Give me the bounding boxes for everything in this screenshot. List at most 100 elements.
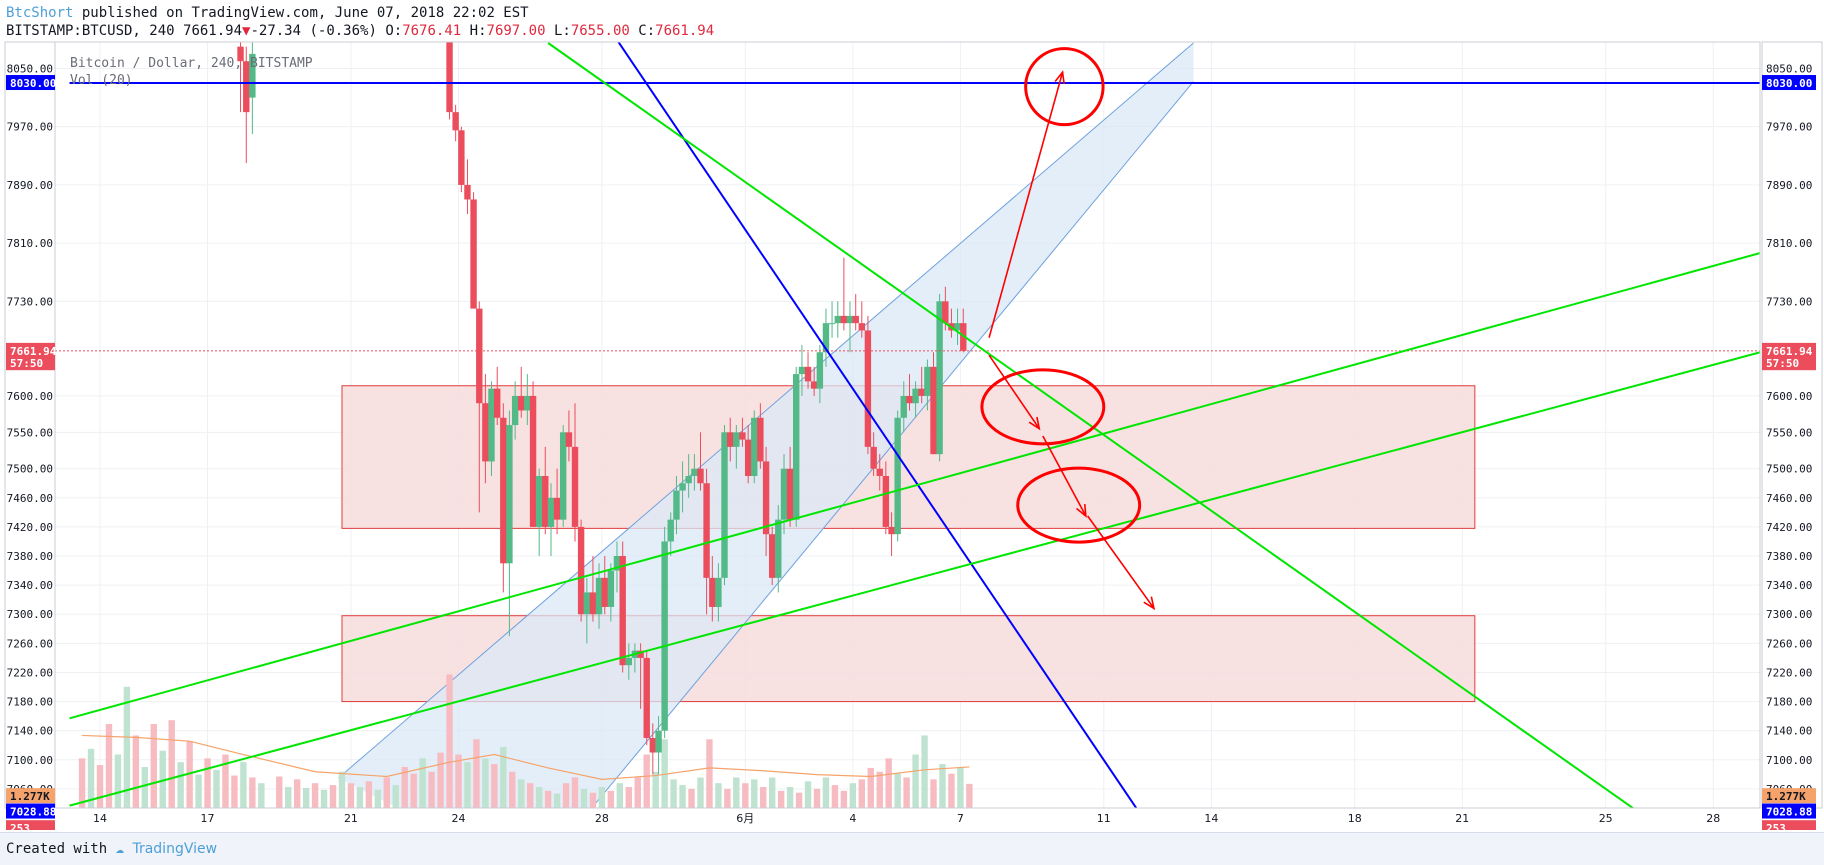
candle-body	[864, 330, 872, 447]
volume-bar	[293, 779, 301, 808]
y-tick-label-left: 7220.00	[7, 666, 53, 679]
green-uptrend-1[interactable]	[69, 237, 1818, 720]
volume-bar	[580, 788, 588, 808]
volume-bar	[795, 792, 803, 808]
candle-body	[529, 395, 537, 527]
candle-body	[643, 657, 650, 738]
candle-body	[846, 315, 854, 324]
candle-body	[679, 483, 686, 491]
candle-body	[828, 323, 836, 325]
annotations[interactable]	[980, 47, 1156, 611]
footer-bar: Created with ☁ TradingView	[0, 832, 1824, 865]
volume-bar	[562, 783, 570, 808]
author-link[interactable]: BtcShort	[6, 5, 74, 21]
candle-body	[673, 490, 680, 520]
volume-bar	[697, 777, 704, 808]
change-value: -27.34 (-0.36%)	[250, 23, 377, 39]
y-tick-label-left: 7810.00	[7, 237, 53, 250]
candle-body	[577, 526, 585, 615]
candle-body	[793, 374, 800, 520]
volume-bar	[670, 779, 677, 808]
published-text: published on TradingView.com, June 07, 2…	[81, 5, 529, 21]
volume-bar	[186, 741, 193, 808]
volume-bar	[428, 771, 435, 808]
candles	[237, 42, 967, 775]
candle-body	[488, 388, 495, 462]
y-tick-label-right: 7340.00	[1766, 579, 1812, 592]
created-with-label: Created with	[6, 841, 108, 857]
x-tick-label: 14	[1204, 812, 1218, 825]
y-tick-label-right: 7970.00	[1766, 121, 1812, 134]
volume-bar	[105, 724, 113, 808]
price-badge	[1762, 788, 1816, 804]
candle-body	[237, 46, 244, 62]
blue-downtrend[interactable]	[602, 18, 1156, 830]
target-circle[interactable]	[1016, 466, 1142, 544]
candle-body	[601, 577, 608, 607]
tradingview-link[interactable]: TradingView	[132, 841, 218, 857]
volume-bar	[948, 773, 955, 808]
projection-arrow[interactable]	[988, 354, 1040, 430]
candle-body	[798, 366, 806, 375]
projection-arrow[interactable]	[988, 71, 1064, 338]
candle-body	[607, 570, 615, 607]
open-label: O:	[385, 23, 403, 39]
arrow-head	[1076, 503, 1087, 518]
projection-arrow[interactable]	[1087, 515, 1155, 609]
volume-bar	[509, 771, 516, 808]
candle-body	[810, 381, 818, 389]
green-downtrend[interactable]	[547, 42, 1674, 830]
candle-body	[506, 425, 513, 564]
candle-body	[780, 468, 788, 520]
volume-bar	[894, 773, 901, 808]
volume-bar	[571, 777, 579, 808]
volume-bar	[706, 739, 713, 808]
candle-body	[888, 526, 895, 535]
channel-lower-line[interactable]	[571, 81, 1194, 830]
volume-bar	[652, 771, 659, 808]
channel-upper-line[interactable]	[338, 42, 1194, 779]
candle-body	[511, 395, 519, 426]
candle-body	[894, 417, 901, 535]
volume-bar	[876, 771, 883, 808]
candle-body	[834, 315, 841, 324]
price-chart[interactable]: 8050.00 8050.00 7970.00 7970.00 7890.00 7890.…	[0, 0, 1824, 830]
volume-bar	[912, 754, 919, 808]
candle-body	[954, 323, 961, 331]
volume-bar	[724, 788, 731, 808]
candle-body	[876, 468, 883, 476]
target-circle[interactable]	[980, 368, 1106, 446]
candle-body	[524, 395, 531, 411]
candle-body	[768, 534, 776, 578]
candle-body	[870, 446, 877, 469]
projection-arrow[interactable]	[1042, 435, 1087, 517]
candle-body	[595, 577, 603, 615]
x-tick-label: 21	[1455, 812, 1469, 825]
volume-bar	[473, 739, 480, 808]
target-circle[interactable]	[1024, 47, 1105, 127]
volume-bar	[966, 783, 973, 808]
volume-bar	[500, 746, 507, 808]
candle-body	[804, 366, 812, 382]
y-tick-label-right: 7500.00	[1766, 463, 1812, 476]
candle-body	[822, 323, 830, 353]
candle-body	[852, 315, 859, 324]
volume-bar	[401, 766, 408, 808]
green-uptrend-2[interactable]	[69, 337, 1818, 807]
candle-body	[858, 323, 866, 331]
price-badge	[6, 820, 55, 830]
candle-body	[733, 432, 740, 447]
trend-lines[interactable]	[55, 18, 1817, 830]
y-tick-label-left: 7600.00	[7, 390, 53, 403]
volume-bar	[392, 785, 399, 808]
y-tick-label-right: 7420.00	[1766, 521, 1812, 534]
price-badge	[6, 355, 55, 371]
volume-bar	[464, 762, 471, 808]
price-badge-label: 7661.94	[10, 345, 57, 358]
volume-bar	[661, 739, 668, 808]
candle-body	[900, 395, 907, 418]
x-tick-label: 25	[1599, 812, 1613, 825]
volume-bar	[410, 773, 417, 808]
volume-bar	[132, 735, 140, 808]
